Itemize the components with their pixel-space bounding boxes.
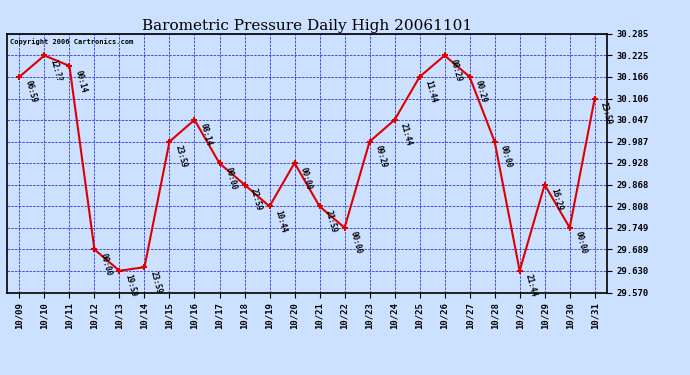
Text: 23:59: 23:59 [148,270,164,295]
Text: 00:00: 00:00 [499,144,513,169]
Text: 00:14: 00:14 [74,69,88,93]
Text: 19:59: 19:59 [124,274,138,298]
Text: 08:29: 08:29 [448,58,464,83]
Text: 00:00: 00:00 [299,166,313,190]
Text: 00:29: 00:29 [474,80,489,104]
Text: 11:44: 11:44 [424,80,438,104]
Text: Copyright 2006 Cartronics.com: Copyright 2006 Cartronics.com [10,38,133,45]
Text: 09:29: 09:29 [374,144,388,169]
Text: 21:44: 21:44 [399,123,413,147]
Title: Barometric Pressure Daily High 20061101: Barometric Pressure Daily High 20061101 [142,19,472,33]
Text: 12:??: 12:?? [48,58,63,83]
Text: 08:14: 08:14 [199,123,213,147]
Text: 21:59: 21:59 [324,209,338,234]
Text: 23:59: 23:59 [174,144,188,169]
Text: 23:59: 23:59 [599,101,613,126]
Text: 06:59: 06:59 [23,80,38,104]
Text: 00:00: 00:00 [99,252,113,277]
Text: 00:00: 00:00 [348,231,364,255]
Text: 00:00: 00:00 [574,231,589,255]
Text: 22:59: 22:59 [248,188,264,212]
Text: 21:44: 21:44 [524,274,538,298]
Text: 00:00: 00:00 [224,166,238,191]
Text: 16:29: 16:29 [549,188,564,212]
Text: 10:44: 10:44 [274,209,288,234]
